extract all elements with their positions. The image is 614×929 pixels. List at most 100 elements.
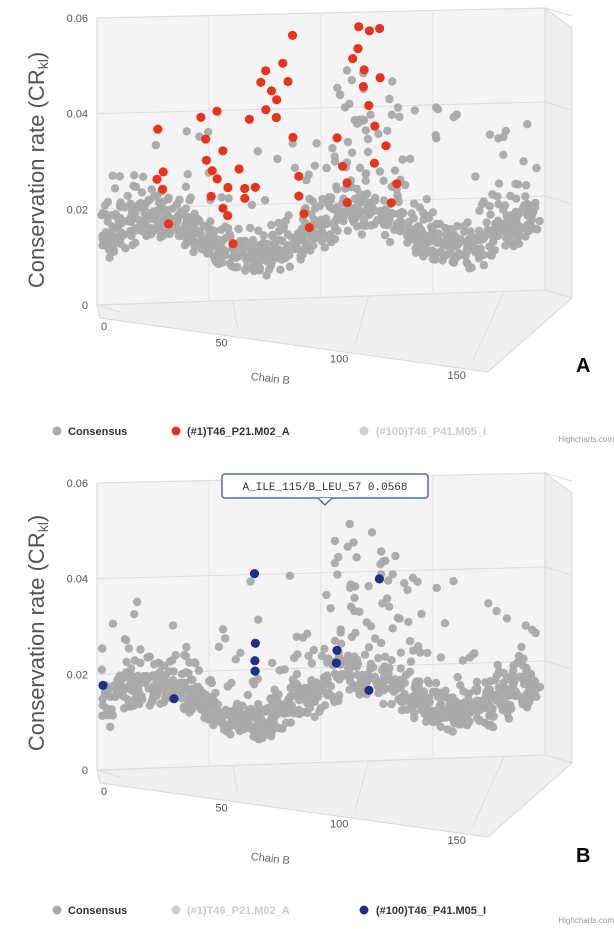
consensus-point[interactable] xyxy=(302,175,311,185)
series-point[interactable] xyxy=(374,574,384,584)
consensus-point[interactable] xyxy=(361,176,370,185)
consensus-point[interactable] xyxy=(396,697,406,706)
consensus-point[interactable] xyxy=(217,251,227,260)
consensus-point[interactable] xyxy=(532,692,541,701)
consensus-point[interactable] xyxy=(309,645,318,655)
consensus-point[interactable] xyxy=(463,721,472,730)
consensus-point[interactable] xyxy=(103,217,112,226)
consensus-point[interactable] xyxy=(205,706,214,716)
consensus-point[interactable] xyxy=(293,650,302,659)
consensus-point[interactable] xyxy=(322,672,331,682)
consensus-point[interactable] xyxy=(417,609,426,619)
consensus-point[interactable] xyxy=(529,207,538,216)
consensus-point[interactable] xyxy=(519,674,528,684)
consensus-point[interactable] xyxy=(484,599,493,608)
consensus-point[interactable] xyxy=(303,629,312,638)
consensus-point[interactable] xyxy=(351,582,360,591)
consensus-point[interactable] xyxy=(168,656,177,665)
consensus-point[interactable] xyxy=(267,701,277,710)
consensus-point[interactable] xyxy=(288,233,297,242)
series-point[interactable] xyxy=(234,164,244,174)
consensus-point[interactable] xyxy=(397,706,407,715)
consensus-point[interactable] xyxy=(361,126,370,135)
consensus-point[interactable] xyxy=(138,172,148,181)
consensus-point[interactable] xyxy=(185,658,194,667)
consensus-point[interactable] xyxy=(482,229,492,239)
consensus-point[interactable] xyxy=(428,247,438,256)
consensus-point[interactable] xyxy=(431,678,441,688)
consensus-point[interactable] xyxy=(214,642,224,651)
series-point[interactable] xyxy=(250,638,260,648)
consensus-point[interactable] xyxy=(452,252,462,262)
consensus-point[interactable] xyxy=(101,228,111,237)
consensus-point[interactable] xyxy=(388,624,397,633)
consensus-point[interactable] xyxy=(436,653,446,662)
consensus-point[interactable] xyxy=(130,610,139,619)
consensus-point[interactable] xyxy=(393,613,403,623)
consensus-point[interactable] xyxy=(351,628,360,638)
consensus-point[interactable] xyxy=(366,110,375,120)
consensus-point[interactable] xyxy=(259,231,268,240)
consensus-point[interactable] xyxy=(499,150,508,159)
consensus-point[interactable] xyxy=(108,239,117,248)
consensus-point[interactable] xyxy=(363,204,373,213)
consensus-point[interactable] xyxy=(260,196,270,205)
consensus-point[interactable] xyxy=(136,658,145,668)
consensus-point[interactable] xyxy=(156,233,165,242)
consensus-point[interactable] xyxy=(206,239,216,249)
consensus-point[interactable] xyxy=(273,154,282,164)
consensus-point[interactable] xyxy=(317,237,327,246)
consensus-point[interactable] xyxy=(224,224,233,233)
consensus-point[interactable] xyxy=(517,642,526,652)
consensus-point[interactable] xyxy=(395,217,404,227)
consensus-point[interactable] xyxy=(318,230,327,239)
consensus-point[interactable] xyxy=(309,241,318,250)
consensus-point[interactable] xyxy=(485,130,495,139)
consensus-point[interactable] xyxy=(218,625,228,634)
consensus-point[interactable] xyxy=(268,658,277,668)
consensus-point[interactable] xyxy=(417,706,427,715)
consensus-point[interactable] xyxy=(315,684,325,693)
consensus-point[interactable] xyxy=(509,242,518,251)
consensus-point[interactable] xyxy=(148,671,157,680)
consensus-point[interactable] xyxy=(189,688,198,698)
consensus-point[interactable] xyxy=(432,583,441,593)
consensus-point[interactable] xyxy=(355,163,365,173)
consensus-point[interactable] xyxy=(131,238,140,247)
series-point[interactable] xyxy=(256,77,266,87)
consensus-point[interactable] xyxy=(136,645,145,654)
consensus-point[interactable] xyxy=(99,236,108,245)
consensus-point[interactable] xyxy=(523,220,533,229)
consensus-point[interactable] xyxy=(528,625,537,634)
consensus-point[interactable] xyxy=(248,236,258,245)
consensus-point[interactable] xyxy=(429,706,438,716)
consensus-point[interactable] xyxy=(179,704,188,713)
consensus-point[interactable] xyxy=(450,717,459,727)
consensus-point[interactable] xyxy=(518,696,527,706)
consensus-point[interactable] xyxy=(323,679,332,688)
series-point[interactable] xyxy=(288,132,298,142)
series-point[interactable] xyxy=(223,182,233,193)
consensus-point[interactable] xyxy=(535,216,544,226)
consensus-point[interactable] xyxy=(387,656,396,665)
consensus-point[interactable] xyxy=(428,208,438,217)
consensus-point[interactable] xyxy=(423,712,432,721)
consensus-point[interactable] xyxy=(226,730,235,739)
series-point[interactable] xyxy=(278,58,288,68)
consensus-point[interactable] xyxy=(346,658,355,667)
consensus-point[interactable] xyxy=(315,707,324,716)
series-point[interactable] xyxy=(158,167,168,177)
consensus-point[interactable] xyxy=(370,206,379,215)
consensus-point[interactable] xyxy=(199,695,208,704)
consensus-point[interactable] xyxy=(357,230,367,239)
consensus-point[interactable] xyxy=(113,675,123,684)
consensus-point[interactable] xyxy=(360,650,370,659)
consensus-point[interactable] xyxy=(521,621,530,630)
consensus-point[interactable] xyxy=(510,691,520,701)
consensus-point[interactable] xyxy=(491,676,500,685)
consensus-point[interactable] xyxy=(247,704,256,714)
consensus-point[interactable] xyxy=(475,206,484,215)
consensus-point[interactable] xyxy=(182,127,191,136)
series-point[interactable] xyxy=(158,184,168,194)
consensus-point[interactable] xyxy=(105,253,114,262)
